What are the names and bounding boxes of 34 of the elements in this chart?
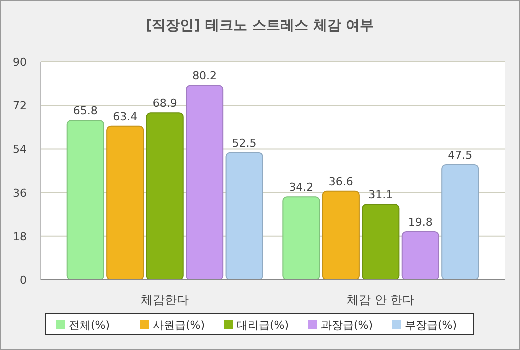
bar	[106, 126, 144, 280]
data-label: 63.4	[113, 110, 138, 124]
y-tick-label: 0	[20, 274, 27, 287]
data-label: 52.5	[232, 136, 257, 150]
bar	[186, 85, 224, 280]
y-tick-label: 36	[13, 186, 27, 200]
bar	[226, 152, 264, 280]
legend-label: 전체(%)	[69, 319, 110, 332]
bar	[442, 164, 480, 280]
x-tick-label: 체감한다	[141, 293, 190, 307]
data-label: 36.6	[328, 175, 354, 188]
data-label: 31.1	[368, 188, 394, 202]
y-tick-label: 72	[13, 100, 27, 113]
legend-label: 대리급(%)	[237, 319, 290, 332]
bar	[146, 112, 184, 280]
y-tick-label: 18	[13, 230, 27, 244]
data-label: 65.8	[73, 104, 98, 118]
bar	[362, 204, 400, 280]
data-label: 68.9	[152, 97, 178, 110]
y-tick-label: 90	[13, 56, 27, 69]
bar	[66, 120, 104, 280]
legend-label: 사원급(%)	[153, 319, 206, 332]
data-label: 47.5	[448, 148, 473, 162]
bar	[322, 190, 360, 280]
data-label: 34.2	[289, 181, 314, 194]
data-label: 80.2	[192, 70, 218, 83]
legend-label: 과장급(%)	[321, 319, 374, 332]
data-label: 19.8	[408, 216, 433, 230]
bar	[282, 196, 320, 280]
legend-label: 부장급(%)	[405, 319, 458, 332]
y-tick-label: 54	[13, 143, 27, 156]
chart-title: [직장인] 테크노 스트레스 체감 여부	[146, 18, 374, 34]
bar	[402, 232, 440, 280]
x-tick-label: 체감 안 한다	[347, 293, 415, 307]
